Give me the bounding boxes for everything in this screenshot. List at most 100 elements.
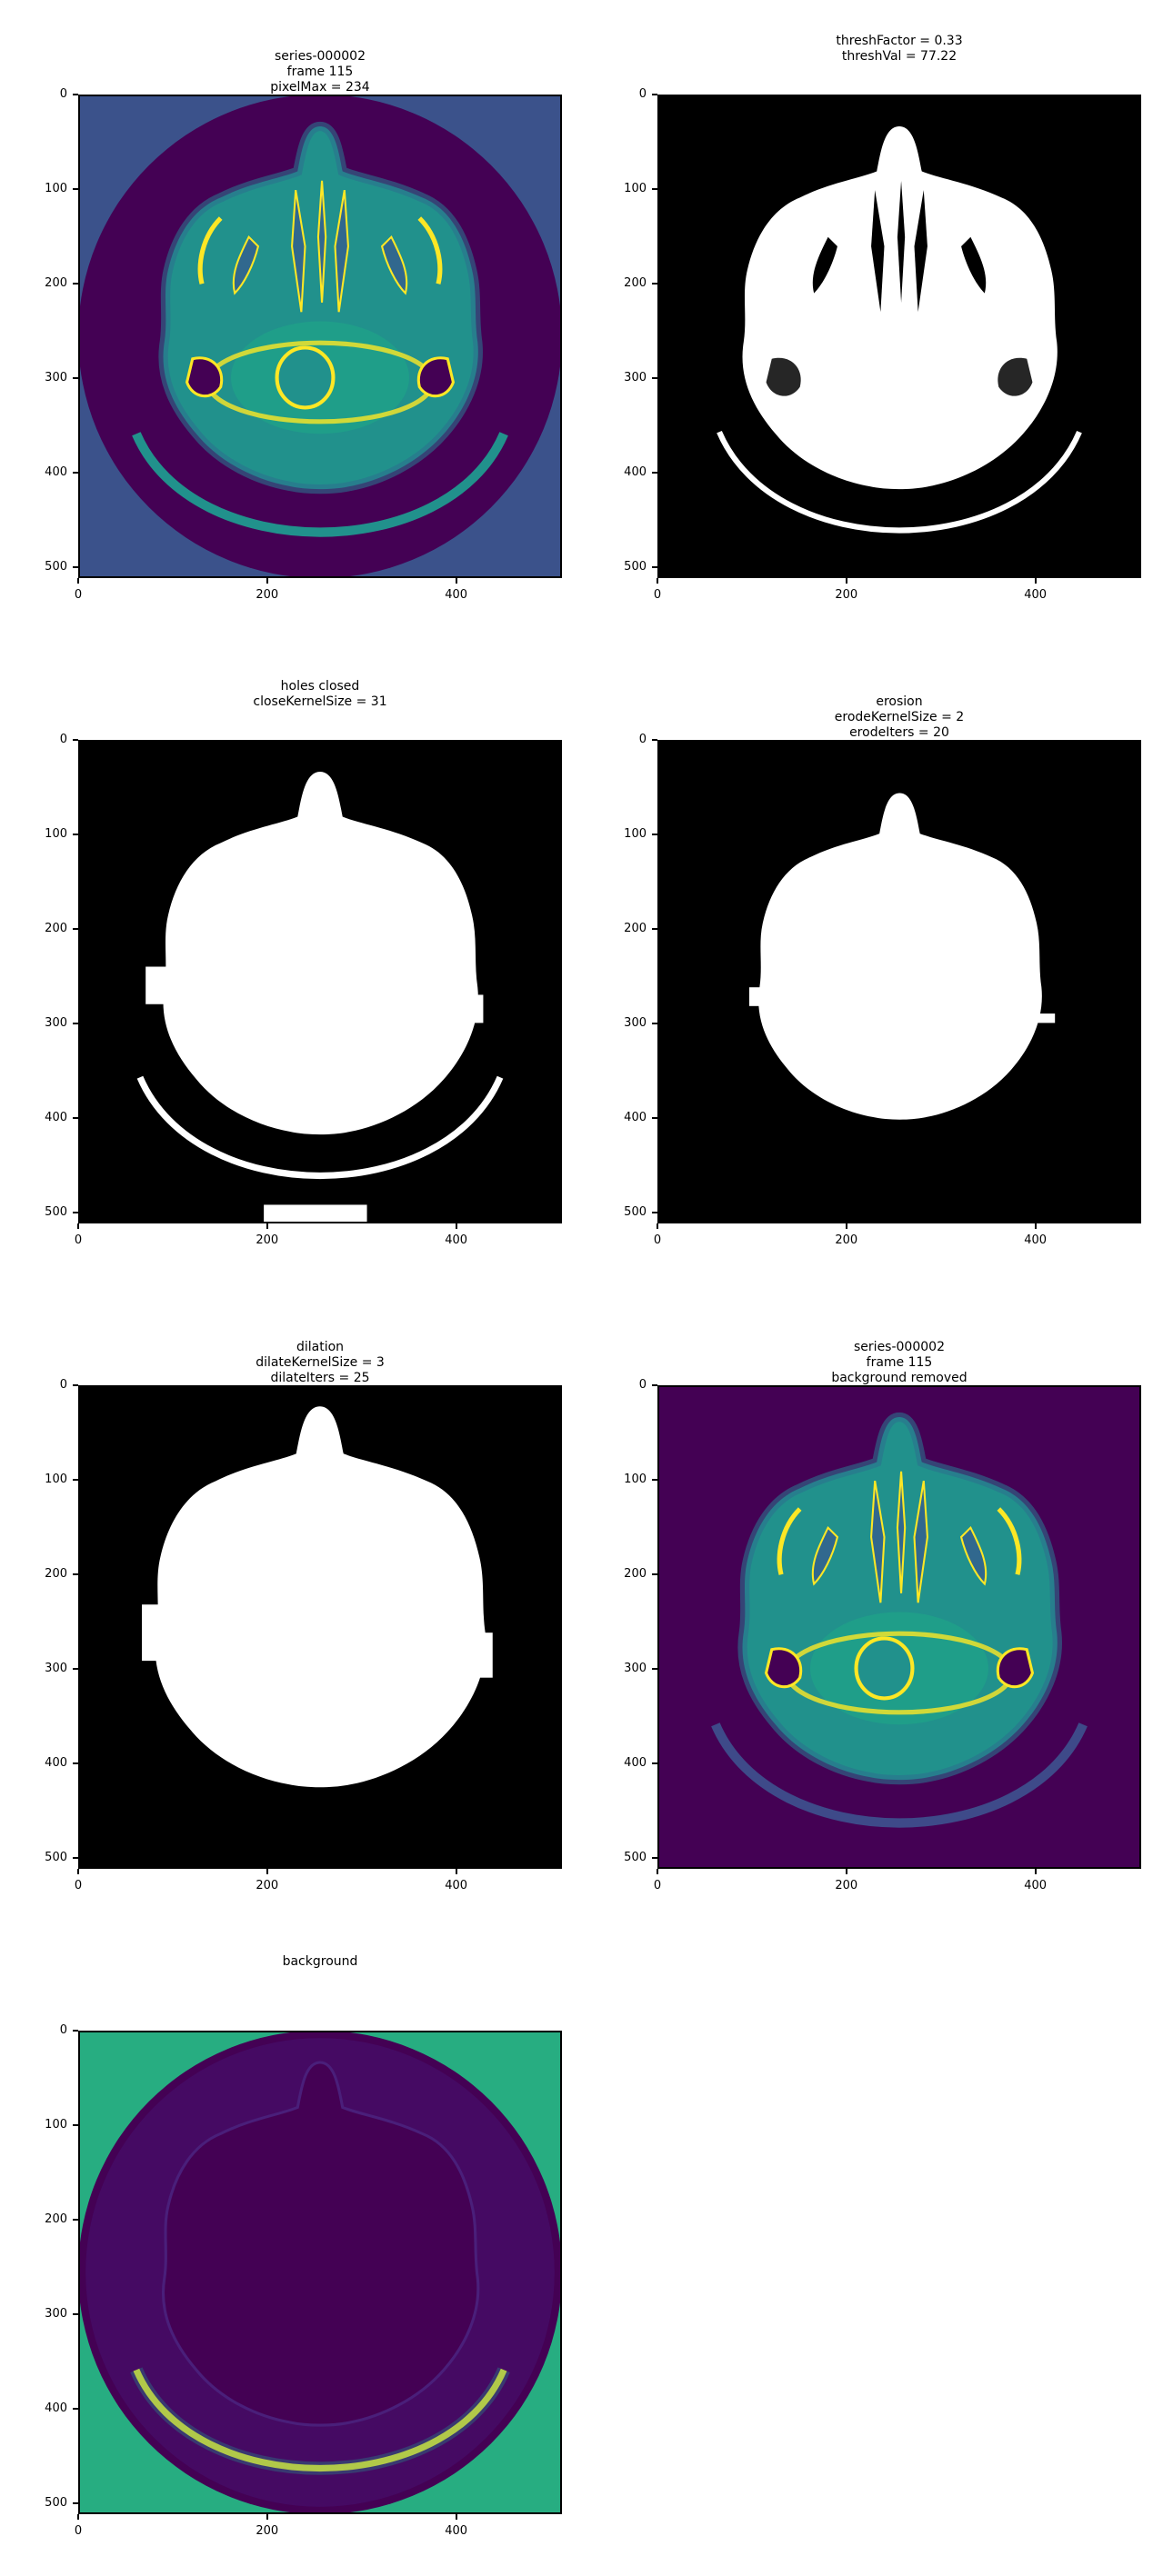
panel-title: series-000002 frame 115 pixelMax = 234 — [270, 49, 370, 95]
x-tick-label: 200 — [835, 588, 858, 602]
panel-title: holes closed closeKernelSize = 31 — [253, 679, 387, 709]
x-tick-label: 0 — [653, 1233, 662, 1247]
y-tick-mark — [73, 282, 78, 285]
y-tick-label: 200 — [45, 275, 67, 290]
y-tick-mark — [652, 1667, 657, 1670]
x-tick-label: 400 — [445, 588, 468, 602]
image-axes — [78, 95, 562, 578]
y-tick-mark — [73, 2312, 78, 2315]
y-tick-mark — [73, 2123, 78, 2126]
y-tick-mark — [73, 1762, 78, 1764]
x-tick-mark — [77, 1869, 79, 1874]
x-tick-label: 200 — [835, 1879, 858, 1892]
y-tick-mark — [652, 282, 657, 285]
x-tick-label: 0 — [653, 1879, 662, 1892]
y-tick-label: 500 — [624, 1204, 647, 1219]
y-tick-mark — [73, 187, 78, 190]
x-tick-mark — [266, 1223, 268, 1229]
x-tick-mark — [657, 1869, 658, 1874]
y-tick-label: 400 — [45, 2401, 67, 2415]
y-tick-mark — [652, 376, 657, 379]
x-tick-label: 0 — [653, 588, 662, 602]
image-holes-closed — [80, 742, 560, 1222]
image-background — [80, 2032, 560, 2512]
panel-title: erosion erodeKernelSize = 2 erodeIters =… — [834, 694, 965, 740]
y-tick-label: 100 — [624, 826, 647, 841]
panel-title: background — [282, 1954, 358, 1969]
y-tick-mark — [652, 1856, 657, 1859]
y-tick-mark — [652, 565, 657, 568]
y-tick-mark — [652, 1116, 657, 1119]
x-tick-label: 200 — [256, 2524, 279, 2538]
y-tick-label: 400 — [624, 1110, 647, 1124]
x-tick-mark — [845, 578, 847, 584]
y-tick-mark — [73, 1478, 78, 1481]
x-tick-mark — [657, 578, 658, 584]
y-tick-label: 300 — [45, 1661, 67, 1675]
y-tick-mark — [73, 2501, 78, 2504]
y-tick-label: 100 — [624, 1472, 647, 1486]
panel-title: dilation dilateKernelSize = 3 dilateIter… — [256, 1340, 385, 1385]
x-tick-label: 400 — [445, 1233, 468, 1247]
y-tick-label: 500 — [45, 1850, 67, 1864]
y-tick-mark — [73, 565, 78, 568]
x-tick-label: 400 — [445, 2524, 468, 2538]
y-tick-label: 100 — [45, 826, 67, 841]
x-tick-mark — [266, 2514, 268, 2520]
y-tick-label: 0 — [59, 2023, 67, 2037]
panel-title: threshFactor = 0.33 threshVal = 77.22 — [836, 34, 963, 64]
y-tick-label: 0 — [59, 87, 67, 101]
y-tick-label: 200 — [45, 921, 67, 935]
y-tick-label: 300 — [624, 370, 647, 384]
y-tick-label: 0 — [638, 87, 647, 101]
y-tick-label: 300 — [624, 1015, 647, 1030]
y-tick-mark — [73, 2218, 78, 2221]
y-tick-mark — [652, 1573, 657, 1575]
y-tick-label: 200 — [624, 275, 647, 290]
y-tick-label: 400 — [45, 1755, 67, 1770]
y-tick-label: 500 — [624, 559, 647, 574]
y-tick-label: 0 — [638, 1378, 647, 1392]
x-tick-label: 0 — [74, 1233, 83, 1247]
y-tick-label: 400 — [624, 1755, 647, 1770]
y-tick-label: 500 — [45, 1204, 67, 1219]
panel-holes-closed: holes closed closeKernelSize = 31 0 100 200… — [0, 664, 564, 1282]
y-tick-label: 500 — [624, 1850, 647, 1864]
image-axes — [657, 740, 1141, 1223]
y-tick-mark — [652, 1384, 657, 1386]
y-tick-label: 300 — [45, 1015, 67, 1030]
x-tick-label: 200 — [256, 588, 279, 602]
y-tick-label: 300 — [45, 2306, 67, 2321]
panel-background-removed: series-000002 frame 115 background remov… — [579, 1309, 1143, 1927]
image-axes — [657, 95, 1141, 578]
y-tick-label: 0 — [59, 1378, 67, 1392]
x-tick-label: 400 — [1024, 1233, 1048, 1247]
x-tick-mark — [455, 1223, 457, 1229]
x-tick-label: 200 — [256, 1233, 279, 1247]
y-tick-mark — [652, 94, 657, 95]
y-tick-label: 300 — [45, 370, 67, 384]
x-tick-mark — [455, 2514, 457, 2520]
y-tick-label: 500 — [45, 559, 67, 574]
y-tick-label: 500 — [45, 2495, 67, 2510]
image-erosion — [659, 742, 1139, 1222]
y-tick-label: 0 — [59, 733, 67, 746]
y-tick-mark — [73, 1667, 78, 1670]
panel-background: background 0 100 200 300 400 500 0 200 400 — [0, 1954, 564, 2572]
y-tick-mark — [73, 1573, 78, 1575]
x-tick-label: 0 — [74, 1879, 83, 1892]
y-tick-label: 100 — [624, 181, 647, 195]
x-tick-mark — [77, 578, 79, 584]
x-tick-label: 400 — [1024, 1879, 1048, 1892]
y-tick-mark — [73, 471, 78, 474]
x-tick-mark — [266, 578, 268, 584]
x-tick-mark — [455, 1869, 457, 1874]
panel-threshold: threshFactor = 0.33 threshVal = 77.22 0 10… — [579, 18, 1143, 636]
y-tick-mark — [652, 1211, 657, 1213]
x-tick-mark — [1034, 1223, 1037, 1229]
y-tick-mark — [652, 1022, 657, 1024]
panel-erosion: erosion erodeKernelSize = 2 erodeIters =… — [579, 664, 1143, 1282]
y-tick-mark — [73, 1856, 78, 1859]
y-tick-mark — [73, 1211, 78, 1213]
y-tick-mark — [73, 833, 78, 835]
